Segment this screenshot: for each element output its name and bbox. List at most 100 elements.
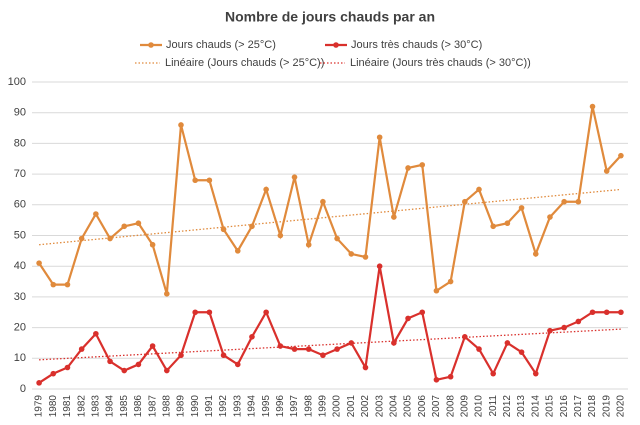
point	[263, 309, 269, 316]
point	[334, 235, 340, 242]
point	[93, 211, 99, 217]
point	[78, 346, 85, 352]
x-tick-label: 2014	[530, 395, 541, 418]
x-tick-label: 1985	[119, 395, 130, 418]
x-tick-label: 1980	[48, 395, 59, 418]
point	[618, 152, 624, 159]
point	[291, 346, 298, 352]
x-tick-label: 1994	[247, 395, 258, 418]
x-tick-label: 2015	[545, 395, 556, 418]
point	[476, 346, 482, 352]
point	[575, 198, 582, 205]
point	[277, 343, 284, 349]
chart-title: Nombre de jours chauds par an	[225, 9, 435, 25]
y-tick-label: 60	[14, 199, 26, 211]
legend-marker	[148, 42, 154, 48]
y-tick-label: 10	[14, 352, 26, 364]
point	[277, 232, 284, 239]
point	[36, 260, 42, 266]
x-tick-label: 1996	[275, 395, 286, 418]
x-tick-label: 2018	[587, 395, 598, 418]
point	[447, 278, 454, 285]
y-tick-label: 0	[20, 383, 26, 395]
x-tick-label: 2008	[445, 395, 456, 418]
x-tick-label: 1981	[62, 395, 73, 418]
legend-label: Linéaire (Jours très chauds (> 30°C))	[350, 57, 531, 69]
point	[618, 309, 624, 316]
point	[575, 318, 582, 325]
point	[36, 380, 42, 386]
point	[305, 241, 312, 248]
point	[93, 330, 99, 337]
x-tick-label: 2016	[559, 395, 570, 418]
point	[64, 281, 71, 288]
point	[178, 352, 184, 359]
x-tick-label: 2012	[502, 395, 513, 418]
series-line	[38, 266, 621, 384]
x-tick-label: 1995	[261, 395, 272, 418]
x-tick-label: 2006	[417, 395, 428, 418]
legend-label: Jours très chauds (> 30°C)	[351, 39, 482, 51]
trend-line	[39, 328, 621, 361]
point	[433, 287, 440, 294]
point	[405, 165, 411, 171]
legend-label: Linéaire (Jours chauds (> 25°C))	[165, 57, 324, 69]
x-tick-label: 1989	[176, 395, 187, 418]
point	[263, 186, 269, 193]
x-tick-label: 2009	[459, 395, 470, 418]
y-tick-label: 50	[14, 229, 26, 241]
point	[362, 364, 369, 371]
point	[547, 214, 553, 220]
x-tick-label: 1988	[161, 395, 172, 418]
point	[334, 346, 340, 352]
point	[220, 352, 227, 359]
point	[462, 198, 468, 205]
point	[490, 370, 496, 377]
point	[320, 198, 326, 205]
point	[249, 334, 255, 340]
point	[561, 198, 567, 205]
x-tick-label: 1986	[133, 395, 144, 418]
point	[376, 263, 383, 270]
x-tick-label: 2011	[488, 395, 499, 417]
point	[178, 122, 184, 128]
point	[362, 254, 369, 260]
point	[121, 367, 128, 374]
point	[490, 223, 496, 230]
point	[164, 291, 170, 297]
point	[135, 361, 142, 368]
x-tick-label: 1999	[318, 395, 329, 418]
point	[391, 340, 397, 346]
point	[206, 309, 213, 316]
y-tick-label: 30	[14, 291, 26, 303]
point	[249, 223, 255, 230]
point	[64, 364, 71, 371]
point	[518, 349, 525, 355]
point	[376, 134, 383, 141]
x-tick-label: 1984	[105, 395, 116, 418]
x-tick-label: 2003	[374, 395, 385, 418]
x-tick-label: 2019	[601, 395, 612, 418]
y-tick-label: 40	[14, 260, 26, 272]
point	[220, 226, 227, 233]
x-tick-label: 2013	[516, 395, 527, 418]
point	[589, 103, 596, 110]
point	[476, 186, 482, 193]
x-tick-label: 2000	[332, 395, 343, 418]
x-tick-label: 2001	[346, 395, 357, 418]
point	[78, 235, 85, 242]
point	[348, 340, 355, 346]
point	[504, 340, 511, 346]
x-tick-label: 1983	[90, 395, 101, 418]
point	[419, 162, 426, 168]
point	[462, 334, 468, 340]
point	[518, 205, 525, 211]
point	[50, 370, 57, 377]
point	[291, 174, 298, 180]
x-tick-label: 2007	[431, 395, 442, 418]
point	[192, 309, 198, 316]
point	[561, 324, 567, 331]
point	[419, 309, 426, 316]
point	[305, 346, 312, 352]
y-tick-label: 90	[14, 107, 26, 119]
